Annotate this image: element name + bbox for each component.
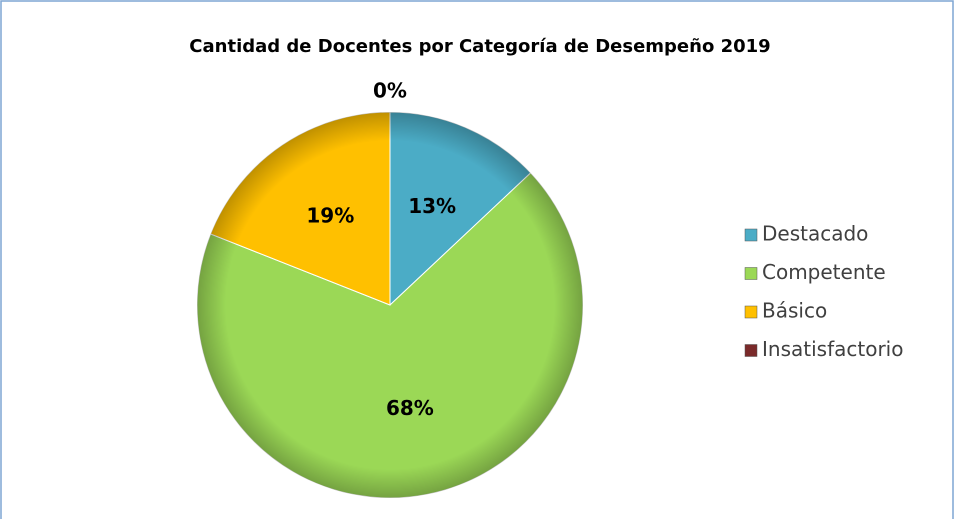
legend-swatch <box>744 267 758 280</box>
legend-swatch <box>744 344 758 357</box>
data-label: 68% <box>386 396 434 420</box>
chart-title: Cantidad de Docentes por Categoría de De… <box>189 36 770 57</box>
data-label: 19% <box>306 204 354 228</box>
legend-swatch <box>744 305 758 319</box>
legend-label: Insatisfactorio <box>762 337 903 361</box>
legend: Destacado Competente Básico Insatisfactorio <box>744 222 903 361</box>
data-label: 0% <box>373 79 407 103</box>
legend-label: Destacado <box>762 222 868 246</box>
legend-label: Competente <box>762 260 886 284</box>
legend-swatch <box>744 228 758 242</box>
legend-label: Básico <box>762 299 827 323</box>
pie <box>196 111 584 499</box>
data-label: 13% <box>408 194 456 218</box>
